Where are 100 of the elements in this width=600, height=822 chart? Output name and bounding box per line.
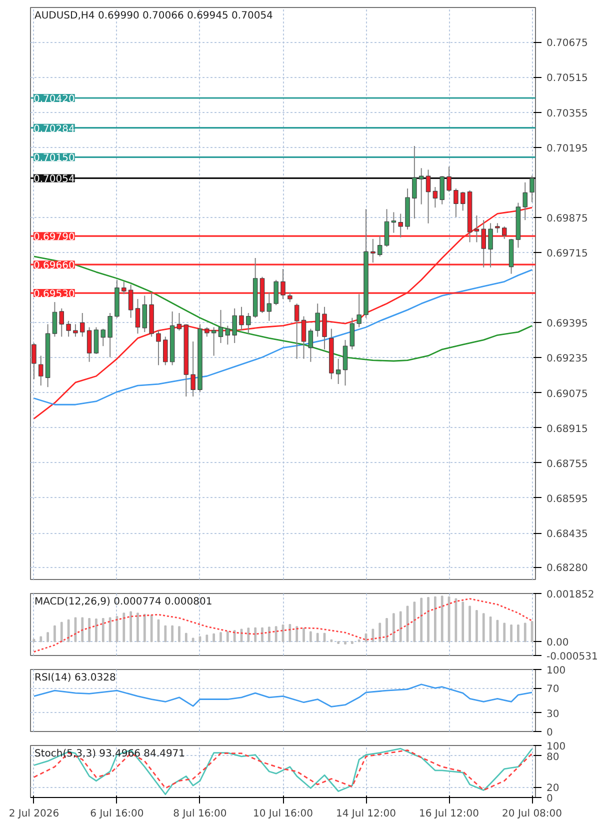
y-tick-label: 0 <box>546 794 553 804</box>
candlestick <box>301 316 306 360</box>
x-tick-label: 8 Jul 16:00 <box>173 808 227 820</box>
candlestick <box>135 298 140 334</box>
candlestick <box>122 281 126 295</box>
candlestick <box>495 222 500 234</box>
y-tick-label: 0.69395 <box>546 318 588 330</box>
y-tick-label: 0.001852 <box>546 590 594 600</box>
line-series <box>33 269 533 406</box>
candlestick <box>52 302 58 338</box>
y-tick-label: 0.70515 <box>546 73 588 84</box>
candlestick <box>336 358 341 385</box>
y-tick-label: 0.68755 <box>546 458 588 470</box>
candlestick <box>280 268 286 300</box>
candlestick <box>59 308 64 338</box>
line-series <box>33 256 533 362</box>
ref-line-label: 0.70284 <box>34 124 75 135</box>
line-series <box>33 598 533 653</box>
candlestick <box>73 324 78 338</box>
candlestick <box>370 238 376 264</box>
candlestick <box>418 168 424 205</box>
candlestick <box>446 166 452 192</box>
candlestick <box>440 176 444 205</box>
x-tick-label: 10 Jul 16:00 <box>253 808 313 820</box>
candlestick <box>142 295 148 333</box>
candlestick <box>86 326 92 362</box>
candlestick <box>384 208 390 248</box>
y-tick-label: 0.69075 <box>546 388 588 400</box>
candlestick <box>225 325 230 346</box>
candlestick <box>38 355 44 386</box>
candlestick <box>412 146 417 220</box>
line-series <box>33 684 533 708</box>
candlestick <box>474 214 480 243</box>
candlestick <box>128 284 134 318</box>
y-tick-label: 0.70355 <box>546 108 588 120</box>
candlestick <box>274 279 278 306</box>
chart-title: MACD(12,26,9) 0.000774 0.000801 <box>34 596 212 608</box>
x-tick-label: 14 Jul 12:00 <box>336 808 396 820</box>
x-tick-label: 20 Jul 08:00 <box>502 808 562 820</box>
candlestick <box>391 212 396 234</box>
candlestick <box>432 186 438 208</box>
x-tick-label: 16 Jul 12:00 <box>419 808 480 820</box>
y-tick-label: 0 <box>546 728 553 738</box>
candlestick <box>266 292 272 322</box>
chart-title: RSI(14) 63.0328 <box>34 672 116 684</box>
y-tick-label: 100 <box>546 742 566 752</box>
y-tick-label: 0.70195 <box>546 143 588 154</box>
chart-title: AUDUSD,H4 0.69990 0.70066 0.69945 0.70054 <box>34 10 273 22</box>
x-tick-label: 6 Jul 16:00 <box>90 808 144 820</box>
y-tick-label: 0.69875 <box>546 213 588 224</box>
candlestick <box>218 309 224 344</box>
candlestick <box>176 312 182 332</box>
y-tick-label: 0.70675 <box>546 38 588 50</box>
candlestick <box>232 308 237 344</box>
x-tick-label: 2 Jul 2026 <box>8 808 60 820</box>
y-tick-label: 0.69235 <box>546 354 588 365</box>
y-tick-label: 80 <box>546 752 560 763</box>
candlestick <box>288 292 292 303</box>
candlestick <box>481 220 486 268</box>
candlestick <box>308 328 314 362</box>
candlestick <box>454 188 458 218</box>
y-tick-label: 100 <box>546 666 566 676</box>
candlestick <box>426 169 431 224</box>
ref-line-label: 0.69530 <box>34 289 75 300</box>
candlestick <box>94 326 99 354</box>
candlestick <box>80 312 85 338</box>
y-tick-label: 0.68280 <box>546 563 588 574</box>
candlestick <box>211 326 216 356</box>
candlestick <box>315 303 320 338</box>
ref-line-label: 0.70054 <box>34 174 75 186</box>
candlestick <box>342 339 348 386</box>
candlestick <box>350 317 355 350</box>
candlestick <box>398 213 403 238</box>
candlestick <box>322 306 327 350</box>
y-tick-label: 0.69715 <box>546 248 588 260</box>
y-tick-label: 20 <box>546 783 560 794</box>
candlestick <box>522 182 528 221</box>
candlestick <box>460 191 466 212</box>
y-tick-label: 0.00 <box>546 638 569 649</box>
y-tick-label: -0.000531 <box>546 652 598 662</box>
y-tick-label: 0.68915 <box>546 424 588 435</box>
y-tick-label: 0.68595 <box>546 494 588 505</box>
y-tick-label: 30 <box>546 708 560 720</box>
candlestick <box>190 340 196 398</box>
line-series <box>33 206 533 420</box>
candlestick <box>246 312 251 334</box>
candlestick <box>32 342 36 380</box>
y-tick-label: 0.68435 <box>546 529 588 540</box>
candlestick <box>163 336 168 366</box>
candlestick <box>356 294 362 328</box>
candlestick <box>377 235 382 257</box>
candlestick <box>530 175 534 203</box>
candlestick <box>502 226 507 240</box>
candlestick <box>66 320 71 338</box>
candlestick <box>156 330 161 366</box>
candlestick <box>108 312 112 358</box>
candlestick <box>100 328 106 347</box>
candlestick <box>488 222 493 268</box>
candlestick <box>239 306 244 332</box>
candlestick <box>204 326 210 338</box>
